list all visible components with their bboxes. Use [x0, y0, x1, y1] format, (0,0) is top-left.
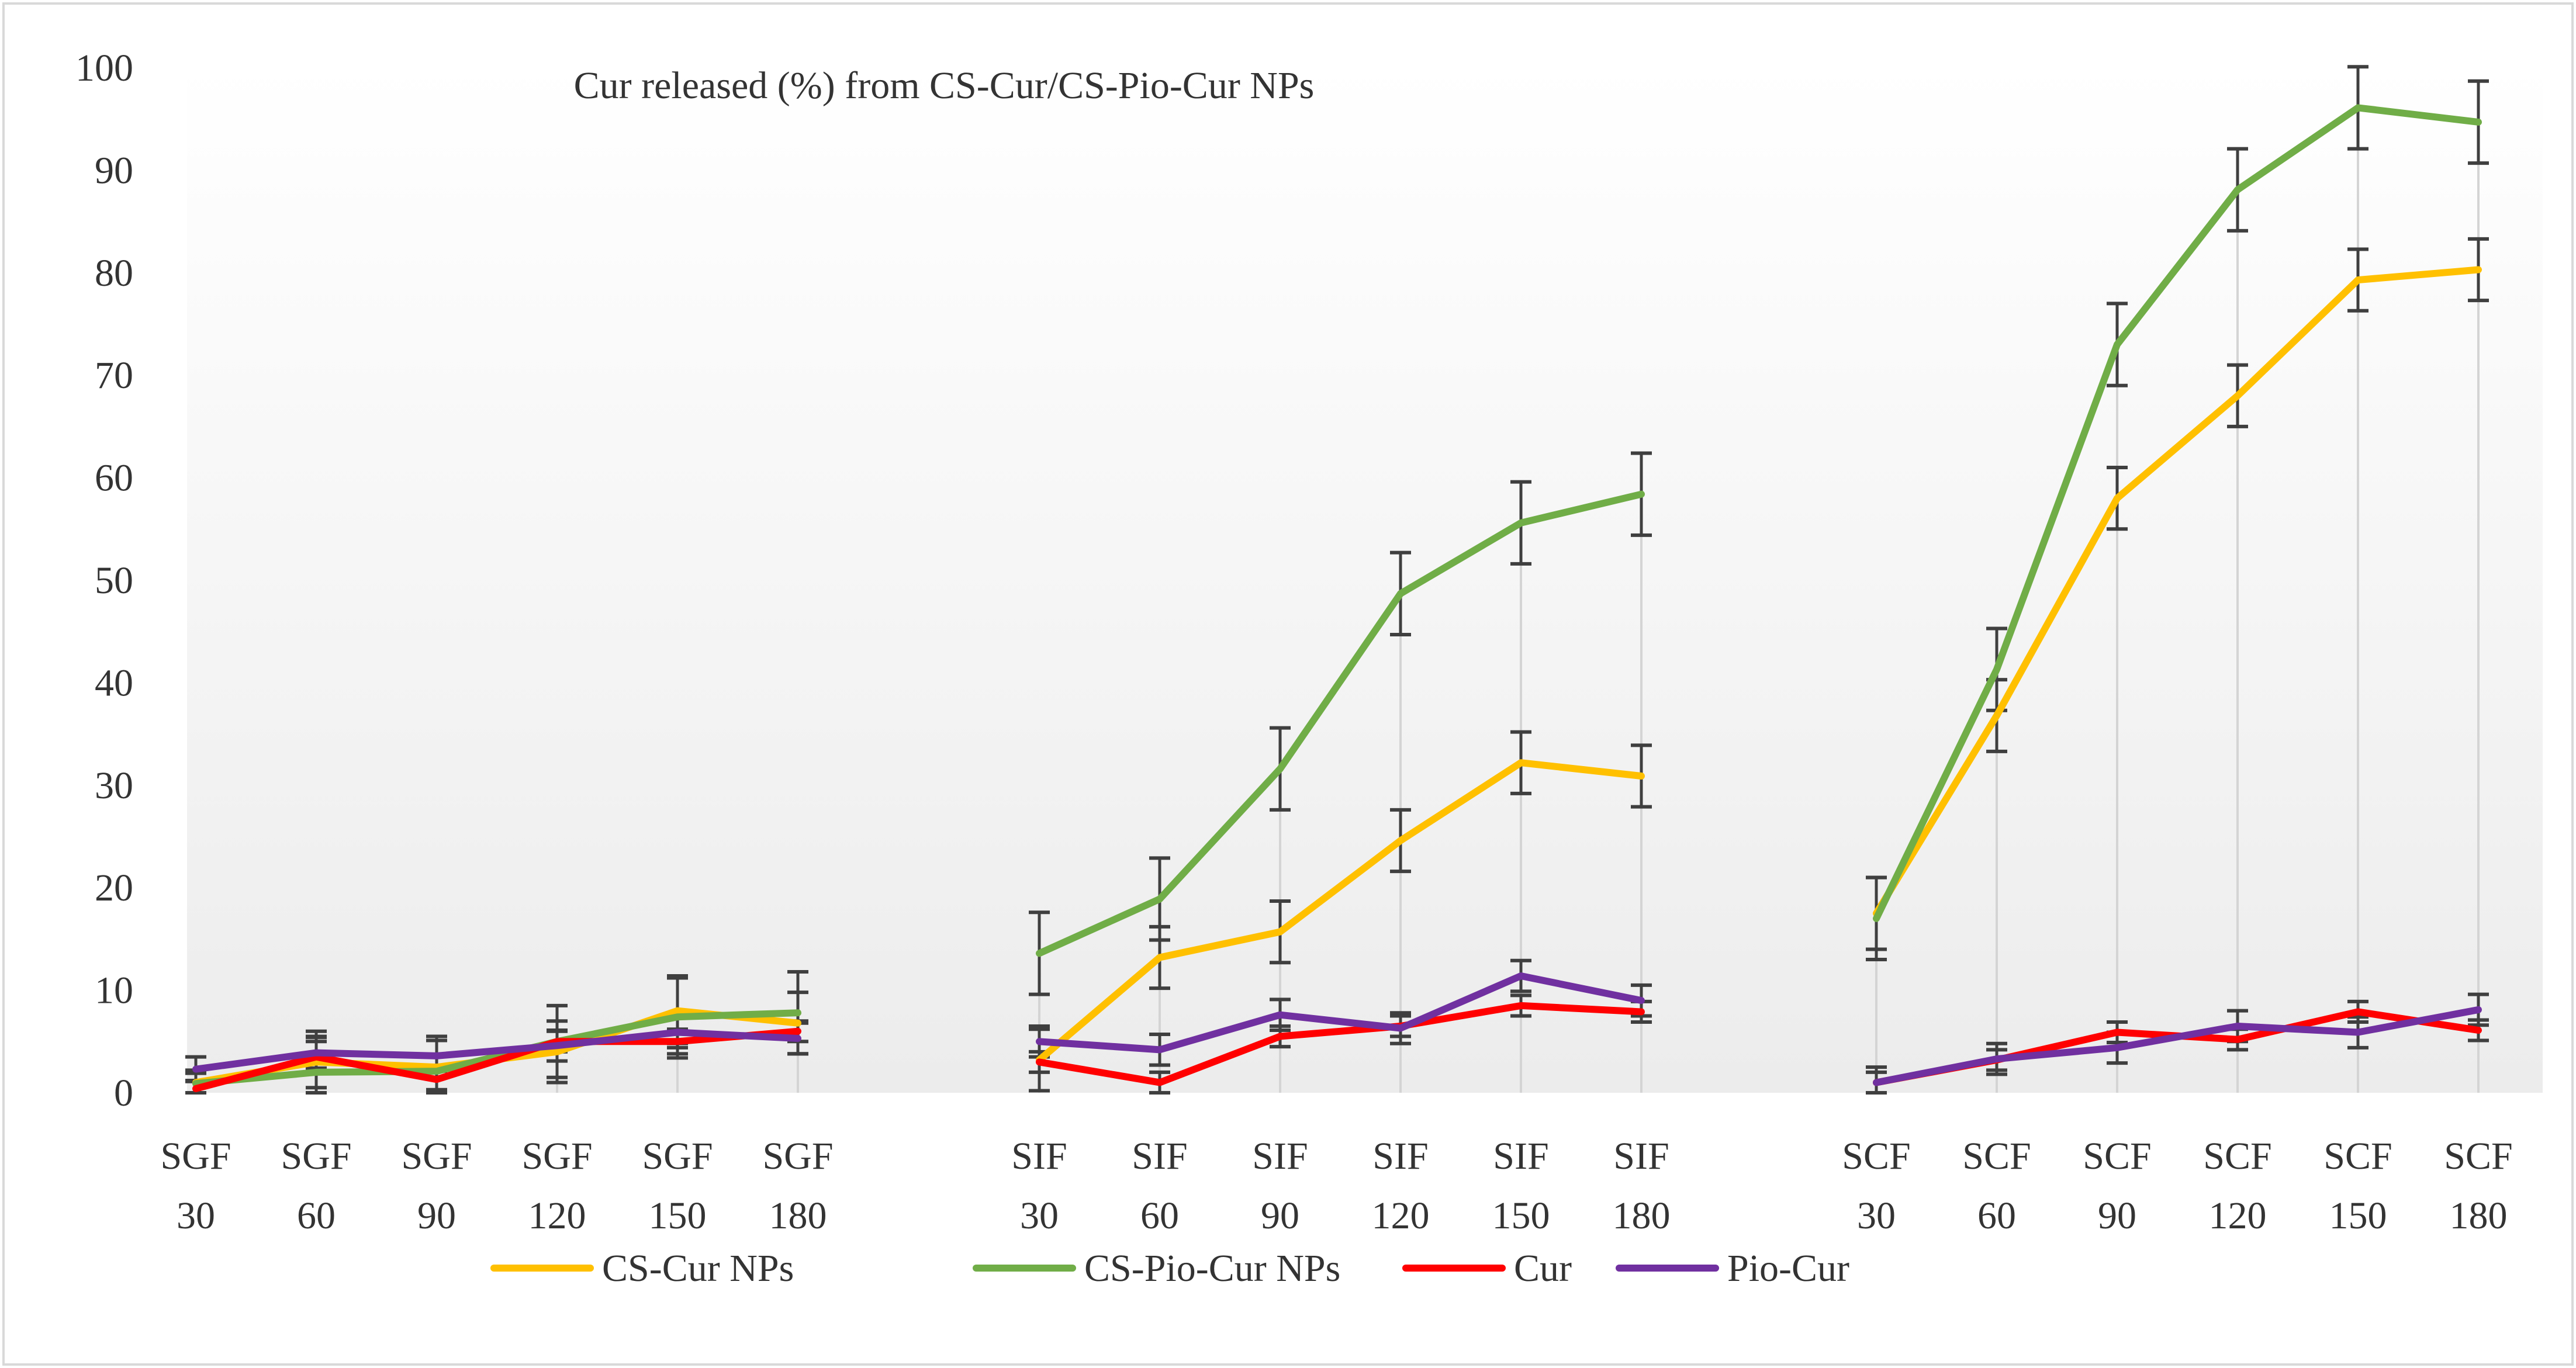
x-tick-medium-scf-150: SCF: [2323, 1135, 2392, 1177]
x-tick-medium-sgf-120: SGF: [521, 1135, 592, 1177]
legend-label-pio-cur: Pio-Cur: [1727, 1247, 1849, 1290]
x-tick-medium-scf-30: SCF: [1842, 1135, 1910, 1177]
y-tick-label-20: 20: [95, 867, 133, 909]
x-tick-time-sgf-120: 120: [528, 1194, 586, 1237]
chart-title: Cur released (%) from CS-Cur/CS-Pio-Cur …: [574, 64, 1315, 107]
x-tick-medium-scf-60: SCF: [1962, 1135, 2031, 1177]
series-line-cs-pio-cur-nps-sgf: [192, 1009, 801, 1088]
x-tick-medium-scf-90: SCF: [2083, 1135, 2151, 1177]
x-tick-time-sif-180: 180: [1613, 1194, 1671, 1237]
x-tick-time-sgf-180: 180: [769, 1194, 827, 1237]
series-line-cs-pio-cur-nps-sif: [1036, 490, 1645, 957]
x-tick-medium-sif-150: SIF: [1493, 1135, 1548, 1177]
x-tick-time-sif-30: 30: [1020, 1194, 1059, 1237]
series-line-cs-cur-nps-sif: [1036, 759, 1645, 1064]
y-tick-label-30: 30: [95, 764, 133, 807]
x-tick-time-sif-120: 120: [1372, 1194, 1430, 1237]
x-tick-time-sgf-150: 150: [649, 1194, 707, 1237]
y-tick-label-70: 70: [95, 354, 133, 397]
x-tick-medium-sgf-30: SGF: [160, 1135, 231, 1177]
y-tick-label-90: 90: [95, 149, 133, 192]
legend-label-cs-pio-cur-nps: CS-Pio-Cur NPs: [1084, 1247, 1340, 1290]
x-tick-medium-sif-120: SIF: [1372, 1135, 1428, 1177]
series-line-pio-cur-sif: [1036, 972, 1645, 1054]
x-tick-time-scf-150: 150: [2329, 1194, 2387, 1237]
series-line-cs-cur-nps-scf: [1873, 266, 2482, 917]
legend-item-cur: Cur: [1402, 1247, 1572, 1290]
y-tick-label-60: 60: [95, 457, 133, 500]
y-tick-label-0: 0: [114, 1072, 133, 1114]
y-axis: 0 10 20 30 40 50 60 70 80 90 100: [75, 47, 133, 1114]
legend-label-cs-cur-nps: CS-Cur NPs: [602, 1247, 794, 1290]
legend-item-pio-cur: Pio-Cur: [1616, 1247, 1849, 1290]
x-tick-time-scf-180: 180: [2450, 1194, 2508, 1237]
legend-label-cur: Cur: [1514, 1247, 1572, 1290]
series-line-cur-sgf: [192, 1027, 801, 1092]
x-tick-time-scf-120: 120: [2209, 1194, 2267, 1237]
x-tick-time-sgf-90: 90: [417, 1194, 456, 1237]
x-tick-medium-scf-120: SCF: [2203, 1135, 2271, 1177]
legend-item-cs-pio-cur-nps: CS-Pio-Cur NPs: [973, 1247, 1340, 1290]
series-line-pio-cur-sgf: [192, 1028, 801, 1073]
y-tick-label-40: 40: [95, 662, 133, 704]
y-tick-label-100: 100: [75, 47, 133, 89]
plot-area: [187, 64, 2543, 1093]
x-tick-medium-sif-90: SIF: [1252, 1135, 1308, 1177]
x-tick-time-scf-30: 30: [1857, 1194, 1896, 1237]
series-line-cs-pio-cur-nps-scf: [1873, 104, 2482, 922]
x-axis: SGF 30 SGF 60 SGF 90 SGF 120 SGF 150 SGF 180 SIF 30 SI…: [160, 1135, 2512, 1237]
legend: CS-Cur NPs CS-Pio-Cur NPs Cur Pio-Cur: [490, 1247, 1849, 1290]
series-line-pio-cur-scf: [1873, 1006, 2482, 1086]
y-tick-label-80: 80: [95, 252, 133, 295]
x-tick-medium-scf-180: SCF: [2444, 1135, 2512, 1177]
legend-item-cs-cur-nps: CS-Cur NPs: [490, 1247, 794, 1290]
x-tick-time-sif-90: 90: [1261, 1194, 1299, 1237]
x-tick-time-sif-150: 150: [1492, 1194, 1550, 1237]
x-tick-time-scf-60: 60: [1977, 1194, 2016, 1237]
series-line-group: [192, 104, 2482, 1092]
y-tick-label-10: 10: [95, 969, 133, 1012]
x-tick-time-sgf-30: 30: [177, 1194, 215, 1237]
x-tick-medium-sgf-90: SGF: [401, 1135, 472, 1177]
x-tick-time-sif-60: 60: [1140, 1194, 1179, 1237]
x-tick-medium-sgf-180: SGF: [762, 1135, 833, 1177]
series-line-cur-sif: [1036, 1002, 1645, 1086]
x-tick-medium-sgf-60: SGF: [281, 1135, 351, 1177]
x-tick-medium-sif-30: SIF: [1011, 1135, 1067, 1177]
x-tick-time-scf-90: 90: [2098, 1194, 2136, 1237]
x-tick-medium-sgf-150: SGF: [642, 1135, 713, 1177]
x-tick-time-sgf-60: 60: [297, 1194, 336, 1237]
x-tick-medium-sif-60: SIF: [1132, 1135, 1187, 1177]
x-tick-medium-sif-180: SIF: [1613, 1135, 1669, 1177]
y-tick-label-50: 50: [95, 559, 133, 602]
